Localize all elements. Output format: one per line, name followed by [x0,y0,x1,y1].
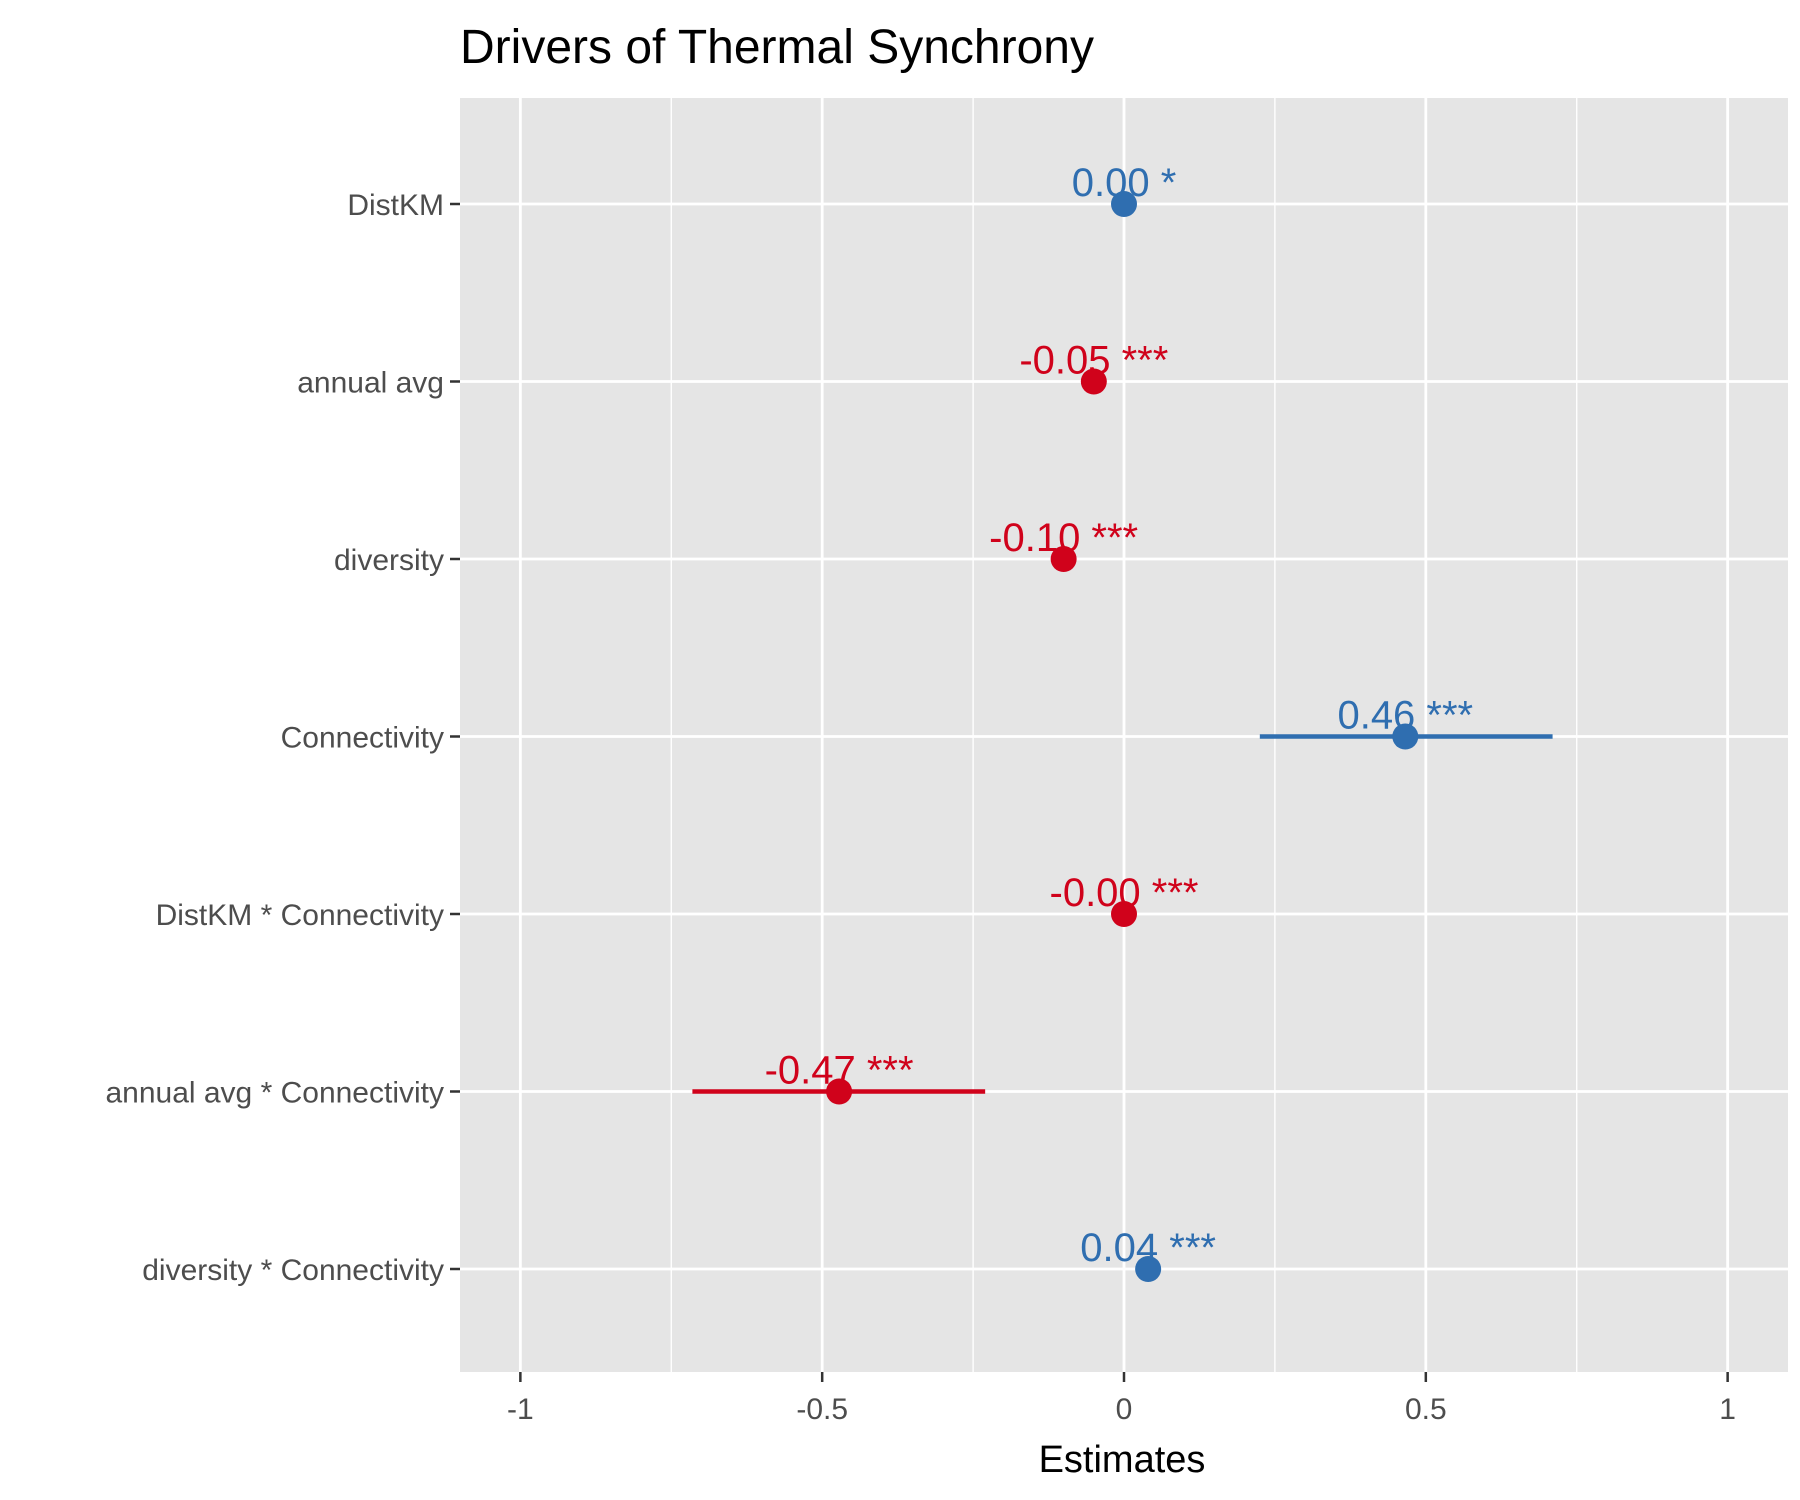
estimate-label: -0.00 *** [1050,871,1199,915]
estimate-label: 0.46 *** [1337,694,1473,738]
estimate-label: 0.00 * [1072,161,1177,205]
y-tick-label: Connectivity [281,722,444,755]
estimate-point [1135,1256,1162,1282]
estimate-point [826,1078,853,1105]
estimate-point [1050,546,1077,572]
estimate-point [1111,901,1137,927]
chart-title: Drivers of Thermal Synchrony [460,21,1094,74]
y-tick-label: annual avg [297,367,444,400]
x-tick-label: 1 [1719,1393,1736,1426]
x-tick-label: -0.5 [796,1393,848,1426]
estimate-point [1111,191,1137,217]
estimate-point [1080,368,1107,395]
y-tick-label: DistKM [347,189,444,222]
estimate-label: 0.04 *** [1080,1226,1216,1270]
y-tick-label: annual avg * Connectivity [105,1077,444,1110]
x-axis-title: Estimates [1039,1439,1206,1481]
estimate-label: -0.05 *** [1019,339,1168,383]
axes: -1 -0.5 0 0.5 1 DistKM annual avg diversity Conn… [105,189,1736,1426]
estimate-point [1392,723,1419,750]
estimate-marks: 0.00 * -0.05 *** -0.10 *** 0.46 *** -0.00 **… [692,161,1553,1282]
y-tick-label: diversity [334,544,444,577]
y-tick-label: DistKM * Connectivity [156,899,444,932]
y-tick-label: diversity * Connectivity [142,1254,444,1287]
x-tick-label: 0.5 [1405,1393,1447,1426]
estimate-label: -0.47 *** [765,1049,914,1093]
x-tick-label: 0 [1116,1393,1133,1426]
x-tick-label: -1 [507,1393,534,1426]
estimate-label: -0.10 *** [989,516,1138,560]
